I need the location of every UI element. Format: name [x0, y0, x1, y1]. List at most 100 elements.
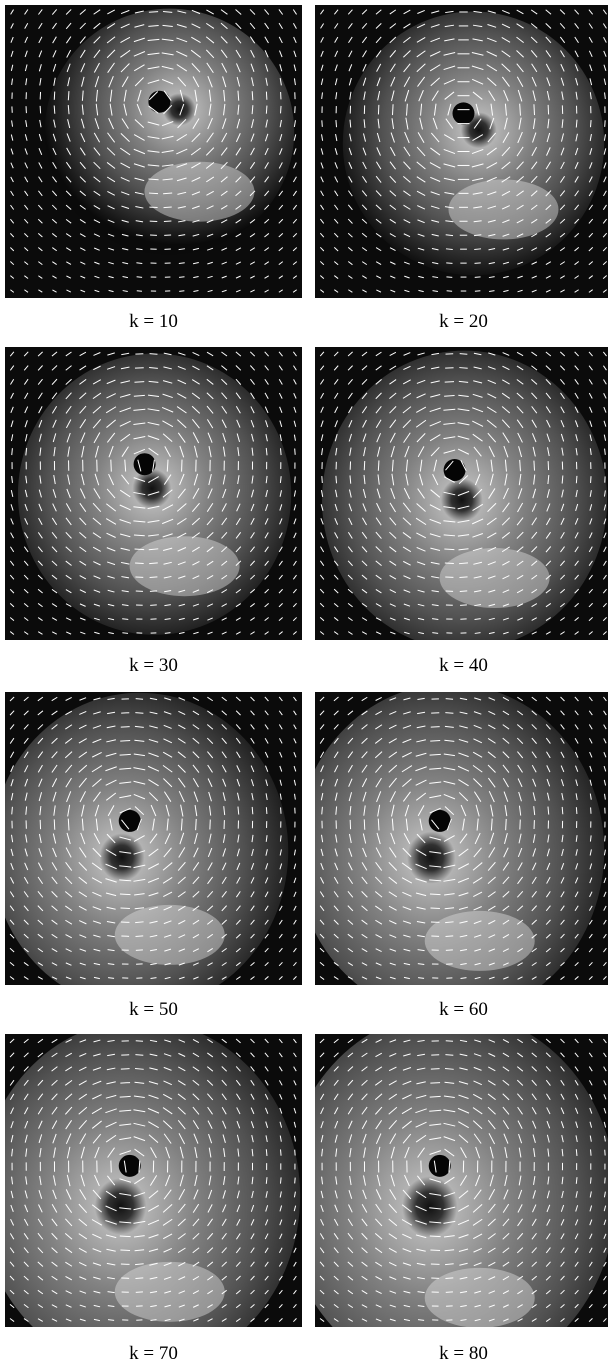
flow-vector	[605, 1178, 606, 1184]
caption: k = 10	[5, 311, 302, 333]
flow-vector	[591, 120, 592, 127]
flow-vector	[120, 741, 130, 742]
flow-vector	[430, 1250, 440, 1251]
flow-vector	[149, 193, 158, 194]
flow-vector	[605, 836, 606, 842]
flow-vector	[120, 894, 131, 895]
flow-vector	[266, 106, 267, 114]
flow-vector	[576, 1149, 577, 1156]
flow-vector	[136, 936, 144, 937]
flow-vector	[136, 699, 143, 700]
flow-vector	[430, 1236, 441, 1237]
flow-vector	[445, 563, 454, 564]
flow-vector	[196, 819, 197, 830]
caption: k = 80	[315, 1343, 608, 1365]
flow-vector	[150, 577, 158, 578]
flow-vector	[446, 936, 454, 937]
satellite-image	[5, 692, 302, 985]
bright-band	[449, 179, 559, 239]
satellite-image	[315, 5, 608, 298]
flow-vector	[432, 633, 438, 634]
flow-vector	[136, 950, 143, 951]
flow-vector	[576, 476, 577, 483]
flow-vector	[474, 249, 481, 250]
flow-vector	[295, 1178, 296, 1184]
flow-vector	[120, 1236, 131, 1237]
cloud	[343, 12, 604, 276]
flow-vector	[430, 1083, 440, 1084]
bright-band	[425, 1268, 535, 1327]
flow-vector	[108, 978, 114, 979]
flow-vector	[562, 807, 563, 814]
flow-vector	[266, 1149, 267, 1156]
flow-vector	[12, 807, 13, 815]
flow-vector	[364, 819, 365, 829]
flow-vector	[445, 1278, 453, 1279]
eye	[148, 91, 170, 113]
satellite-image	[5, 1034, 302, 1327]
flow-vector	[460, 591, 467, 592]
flow-vector	[460, 354, 468, 355]
flow-vector	[135, 1055, 143, 1056]
flow-vector	[430, 741, 440, 742]
satellite-image	[315, 692, 608, 985]
flow-vector	[322, 807, 323, 815]
flow-vector	[295, 836, 296, 842]
flow-vector	[459, 577, 467, 578]
flow-vector	[122, 633, 128, 634]
flow-vector	[534, 104, 535, 115]
flow-vector	[475, 263, 481, 264]
flow-vector	[446, 277, 452, 278]
flow-vector	[120, 1250, 130, 1251]
caption: k = 40	[315, 655, 608, 677]
bright-band	[115, 905, 225, 965]
flow-vector	[136, 1041, 143, 1042]
caption: k = 30	[5, 655, 302, 677]
flow-vector	[179, 291, 184, 292]
flow-vector	[392, 104, 393, 115]
flow-vector	[40, 106, 41, 114]
flow-vector	[281, 1149, 282, 1155]
flow-vector	[446, 1292, 453, 1293]
flow-vector	[418, 978, 424, 979]
flow-vector	[576, 120, 577, 128]
satellite-image	[315, 1034, 608, 1327]
bright-band	[130, 536, 240, 596]
flow-vector	[54, 819, 55, 829]
flow-vector	[445, 382, 454, 383]
flow-vector	[266, 807, 267, 814]
flow-vector	[295, 476, 296, 482]
flow-vector	[68, 819, 69, 831]
flow-vector	[336, 120, 337, 127]
flow-vector	[378, 460, 379, 470]
flow-vector	[475, 277, 481, 278]
flow-vector	[506, 819, 507, 830]
flow-vector	[150, 354, 158, 355]
flow-vector	[576, 807, 577, 814]
flow-vector	[280, 448, 281, 455]
flow-vector	[446, 1041, 453, 1042]
flow-vector	[591, 1149, 592, 1155]
caption: k = 50	[5, 999, 302, 1021]
flow-vector	[149, 12, 158, 13]
flow-vector	[136, 1292, 143, 1293]
bright-band	[425, 911, 535, 971]
eye	[119, 1155, 141, 1177]
eye	[134, 453, 156, 475]
flow-vector	[446, 950, 453, 951]
flow-vector	[179, 277, 184, 278]
satellite-image	[315, 347, 608, 640]
flow-vector	[54, 106, 55, 114]
flow-vector	[430, 894, 441, 895]
flow-vector	[295, 449, 296, 455]
eye	[429, 1155, 451, 1177]
flow-vector	[137, 291, 142, 292]
flow-vector	[12, 448, 13, 455]
flow-vector	[150, 591, 157, 592]
flow-vector	[562, 476, 563, 484]
flow-vector	[252, 91, 253, 100]
caption: k = 70	[5, 1343, 302, 1365]
flow-vector	[137, 277, 143, 278]
flow-vector	[446, 249, 453, 250]
